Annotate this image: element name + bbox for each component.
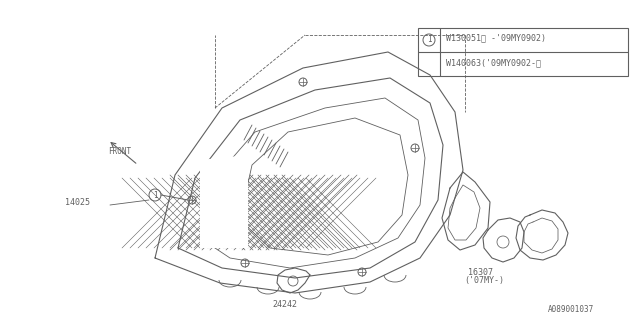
Text: 1: 1 bbox=[427, 36, 431, 44]
Text: 24242: 24242 bbox=[272, 300, 297, 309]
Text: W130051（ -'09MY0902): W130051（ -'09MY0902) bbox=[446, 34, 546, 43]
Polygon shape bbox=[200, 155, 248, 248]
Text: W140063('09MY0902-）: W140063('09MY0902-） bbox=[446, 59, 541, 68]
Text: FRONT: FRONT bbox=[108, 148, 132, 156]
Text: 14025: 14025 bbox=[65, 198, 90, 207]
Text: 1: 1 bbox=[153, 190, 157, 199]
Text: A089001037: A089001037 bbox=[548, 305, 595, 314]
Text: ('07MY-): ('07MY-) bbox=[464, 276, 504, 285]
Text: 16307: 16307 bbox=[468, 268, 493, 277]
Bar bbox=[418, 28, 628, 76]
